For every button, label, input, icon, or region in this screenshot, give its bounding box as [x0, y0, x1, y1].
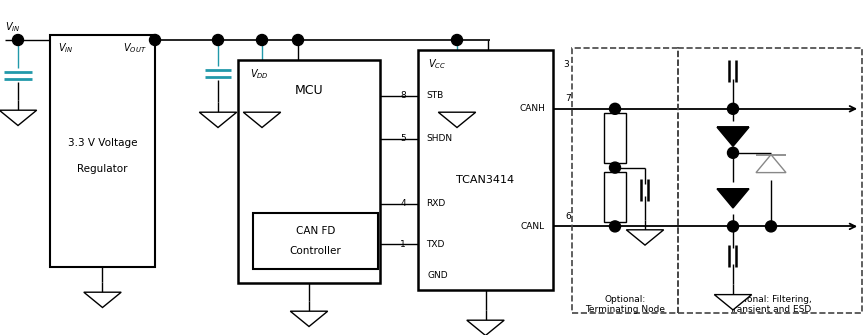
Text: $V_{OUT}$: $V_{OUT}$ [123, 41, 147, 55]
Text: 4: 4 [401, 199, 406, 208]
Text: $V_{CC}$: $V_{CC}$ [428, 57, 447, 71]
Polygon shape [290, 311, 328, 327]
Text: 5: 5 [401, 134, 406, 143]
Text: Optional: Filtering,: Optional: Filtering, [728, 294, 812, 304]
Circle shape [452, 35, 462, 46]
Text: CANH: CANH [519, 104, 545, 113]
Text: $V_{DD}$: $V_{DD}$ [250, 67, 269, 81]
Text: Transient and ESD: Transient and ESD [729, 305, 812, 314]
Text: SHDN: SHDN [426, 134, 452, 143]
Circle shape [766, 221, 777, 232]
Bar [253, 213, 378, 269]
Polygon shape [756, 154, 786, 173]
Text: 7: 7 [565, 94, 570, 103]
Text: GND: GND [428, 271, 448, 280]
Polygon shape [714, 294, 752, 310]
Polygon shape [466, 320, 505, 335]
Text: TCAN3414: TCAN3414 [456, 175, 514, 185]
Text: STB: STB [426, 91, 443, 100]
Text: $V_{IN}$: $V_{IN}$ [58, 41, 74, 55]
Circle shape [727, 103, 739, 114]
Text: Regulator: Regulator [77, 164, 127, 174]
Circle shape [610, 221, 621, 232]
Circle shape [292, 35, 303, 46]
Text: Terminating Node: Terminating Node [585, 305, 665, 314]
Text: Controller: Controller [290, 246, 342, 256]
Bar [604, 113, 626, 163]
Circle shape [257, 35, 268, 46]
Polygon shape [0, 110, 36, 126]
Text: TXD: TXD [426, 240, 445, 249]
Bar [572, 48, 678, 313]
Polygon shape [84, 292, 121, 308]
Circle shape [12, 35, 23, 46]
Polygon shape [244, 112, 281, 128]
Circle shape [149, 35, 160, 46]
Text: CANL: CANL [521, 222, 545, 231]
Text: RXD: RXD [426, 199, 446, 208]
Text: 6: 6 [565, 212, 570, 221]
Text: $V_{IN}$: $V_{IN}$ [5, 20, 21, 34]
Polygon shape [717, 127, 749, 146]
Circle shape [727, 147, 739, 158]
Bar [418, 50, 553, 290]
Bar [50, 35, 155, 267]
Circle shape [610, 103, 621, 114]
Text: 3.3 V Voltage: 3.3 V Voltage [68, 138, 137, 148]
Text: 3: 3 [563, 60, 569, 68]
Polygon shape [439, 112, 476, 128]
Polygon shape [626, 230, 664, 245]
Polygon shape [199, 112, 237, 128]
Text: MCU: MCU [295, 83, 323, 96]
Bar [604, 172, 626, 222]
Text: CAN FD: CAN FD [296, 226, 336, 236]
Bar [678, 48, 862, 313]
Text: Optional:: Optional: [604, 294, 646, 304]
Circle shape [610, 162, 621, 173]
Circle shape [727, 221, 739, 232]
Text: 1: 1 [401, 240, 406, 249]
Bar [238, 60, 380, 283]
Polygon shape [717, 189, 749, 208]
Circle shape [212, 35, 224, 46]
Text: 8: 8 [401, 91, 406, 100]
